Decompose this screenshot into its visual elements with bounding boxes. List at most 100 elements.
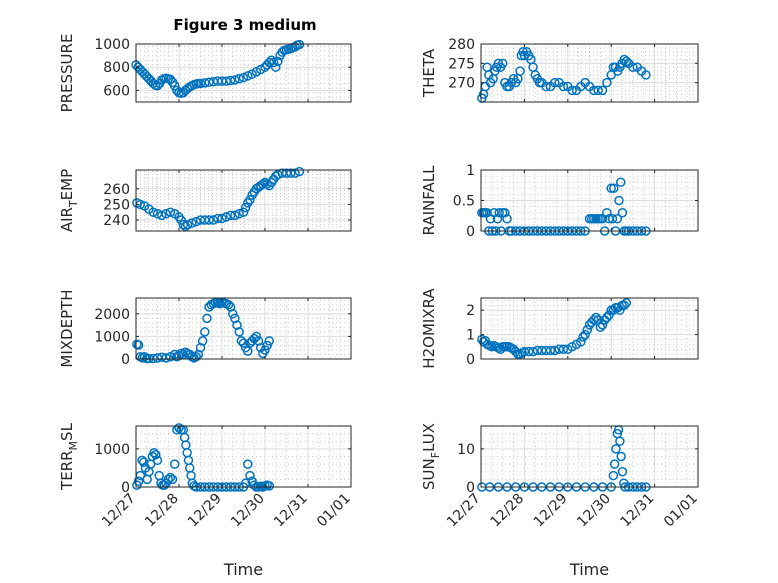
data-point bbox=[182, 219, 193, 230]
data-point bbox=[500, 207, 510, 218]
data-point bbox=[595, 322, 606, 333]
data-point bbox=[602, 77, 612, 88]
y-tick-label: 2 bbox=[466, 303, 475, 319]
axes-border bbox=[135, 169, 352, 232]
x-tick-label: 12/29 bbox=[531, 491, 571, 531]
data-point bbox=[523, 346, 534, 357]
data-point bbox=[591, 312, 601, 323]
data-point bbox=[258, 179, 268, 189]
data-point bbox=[230, 210, 240, 221]
axes-border bbox=[135, 297, 352, 360]
x-tick-label: 12/27 bbox=[444, 491, 484, 531]
data-point bbox=[157, 210, 167, 221]
data-point bbox=[641, 70, 651, 80]
data-point bbox=[169, 459, 180, 469]
data-point bbox=[597, 320, 608, 330]
axes-border bbox=[135, 425, 352, 488]
data-point bbox=[266, 55, 277, 65]
data-point bbox=[225, 75, 236, 86]
x-tick-label: 01/01 bbox=[314, 491, 354, 531]
data-point bbox=[612, 214, 623, 224]
data-point bbox=[597, 214, 608, 224]
y-tick-label: 250 bbox=[103, 197, 130, 213]
data-point bbox=[576, 337, 586, 347]
data-point bbox=[589, 315, 599, 325]
y-tick-label: 0 bbox=[121, 352, 130, 368]
y-axis-label: TERRMSL bbox=[58, 422, 80, 491]
y-axis-label: RAINFALL bbox=[420, 165, 438, 236]
data-point bbox=[200, 327, 210, 337]
y-axis-label: SUNFLUX bbox=[420, 423, 442, 490]
y-tick-label: 260 bbox=[103, 182, 130, 198]
data-point bbox=[593, 85, 603, 96]
data-point bbox=[609, 183, 619, 194]
subplot-pressure: 600 800 1000 PRESSURE bbox=[58, 34, 352, 112]
data-point bbox=[628, 62, 638, 72]
data-point bbox=[515, 66, 525, 76]
y-axis-label: H2OMIXRA bbox=[420, 288, 438, 369]
data-point bbox=[148, 207, 158, 217]
y-tick-label: 0 bbox=[121, 480, 130, 496]
data-point bbox=[234, 209, 244, 219]
data-point bbox=[567, 85, 577, 96]
data-point bbox=[602, 312, 612, 323]
y-tick-label: 2000 bbox=[94, 307, 130, 323]
data-point bbox=[133, 340, 144, 350]
x-tick-label: 12/30 bbox=[574, 491, 614, 531]
data-point bbox=[294, 39, 305, 50]
data-point bbox=[238, 338, 249, 348]
subplot-rainfall: 0 0.5 1 RAINFALL bbox=[420, 163, 699, 240]
data-point bbox=[243, 459, 253, 469]
data-point bbox=[541, 81, 551, 92]
subplot-terr_msl: 0 1000 12/27 12/28 12/29 12/30 12/31 01/01 TERRM… bbox=[58, 422, 354, 579]
data-point bbox=[151, 449, 161, 460]
data-point bbox=[578, 332, 588, 342]
data-point bbox=[268, 57, 279, 68]
data-point bbox=[251, 331, 262, 342]
x-tick-label: 12/31 bbox=[618, 491, 658, 531]
data-point bbox=[545, 345, 556, 356]
y-tick-label: 1000 bbox=[94, 442, 130, 458]
axes-frame bbox=[135, 297, 352, 360]
data-point bbox=[197, 336, 208, 346]
data-point bbox=[621, 56, 632, 67]
data-point bbox=[621, 298, 632, 308]
data-point bbox=[176, 215, 186, 225]
y-tick-label: 1000 bbox=[94, 37, 130, 53]
data-point bbox=[167, 474, 178, 485]
data-point bbox=[238, 207, 249, 217]
x-tick-label: 12/28 bbox=[142, 491, 182, 531]
subplot-h2omixra: 0 1 2 H2OMIXRA bbox=[420, 288, 699, 369]
data-point bbox=[558, 344, 569, 354]
data-point bbox=[286, 168, 296, 178]
data-point bbox=[221, 212, 232, 222]
data-point bbox=[165, 207, 176, 217]
data-point bbox=[228, 309, 238, 319]
data-point bbox=[240, 202, 251, 213]
data-point bbox=[163, 474, 173, 485]
data-point bbox=[249, 480, 259, 490]
x-axis-label: Time bbox=[223, 560, 263, 579]
y-axis-label: MIXDEPTH bbox=[58, 289, 76, 367]
data-point bbox=[234, 74, 244, 84]
data-point bbox=[161, 353, 171, 363]
series-h2omixra bbox=[477, 298, 632, 359]
subplot-mixdepth: 0 1000 2000 MIXDEPTH bbox=[58, 289, 352, 368]
data-point bbox=[617, 207, 628, 218]
data-point bbox=[236, 336, 247, 346]
axes-border bbox=[480, 425, 699, 488]
x-tick-label: 12/31 bbox=[271, 491, 311, 531]
data-point bbox=[212, 213, 223, 224]
data-point bbox=[607, 214, 618, 224]
data-point bbox=[608, 470, 619, 481]
data-point bbox=[169, 81, 180, 91]
data-point bbox=[234, 327, 244, 337]
y-tick-label: 800 bbox=[103, 60, 130, 76]
data-point bbox=[273, 169, 283, 180]
y-tick-label: 240 bbox=[103, 213, 130, 229]
data-point bbox=[558, 81, 569, 92]
y-tick-label: 270 bbox=[448, 76, 475, 92]
data-point bbox=[617, 467, 628, 477]
data-point bbox=[606, 183, 616, 194]
